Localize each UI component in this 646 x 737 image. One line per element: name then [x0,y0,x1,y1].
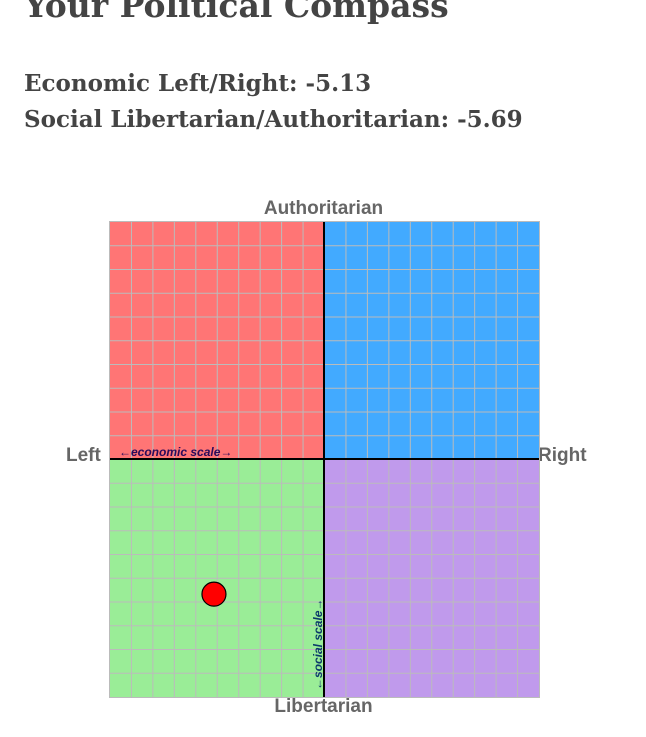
social-score: Social Libertarian/Authoritarian: -5.69 [24,106,523,133]
economic-scale-label: ←economic scale→ [119,445,232,459]
page-title: Your Political Compass [24,0,449,25]
axis-label-right: Right [538,445,587,466]
axis-label-libertarian: Libertarian [274,696,373,717]
compass-svg: ←economic scale→ ←social scale→ [110,222,539,697]
axis-label-authoritarian: Authoritarian [263,198,384,219]
social-scale-label: ←social scale→ [311,599,325,690]
axis-label-left: Left [66,445,101,466]
political-compass-chart: ←economic scale→ ←social scale→ [109,221,540,698]
position-marker [201,581,227,607]
economic-score: Economic Left/Right: -5.13 [24,70,372,97]
